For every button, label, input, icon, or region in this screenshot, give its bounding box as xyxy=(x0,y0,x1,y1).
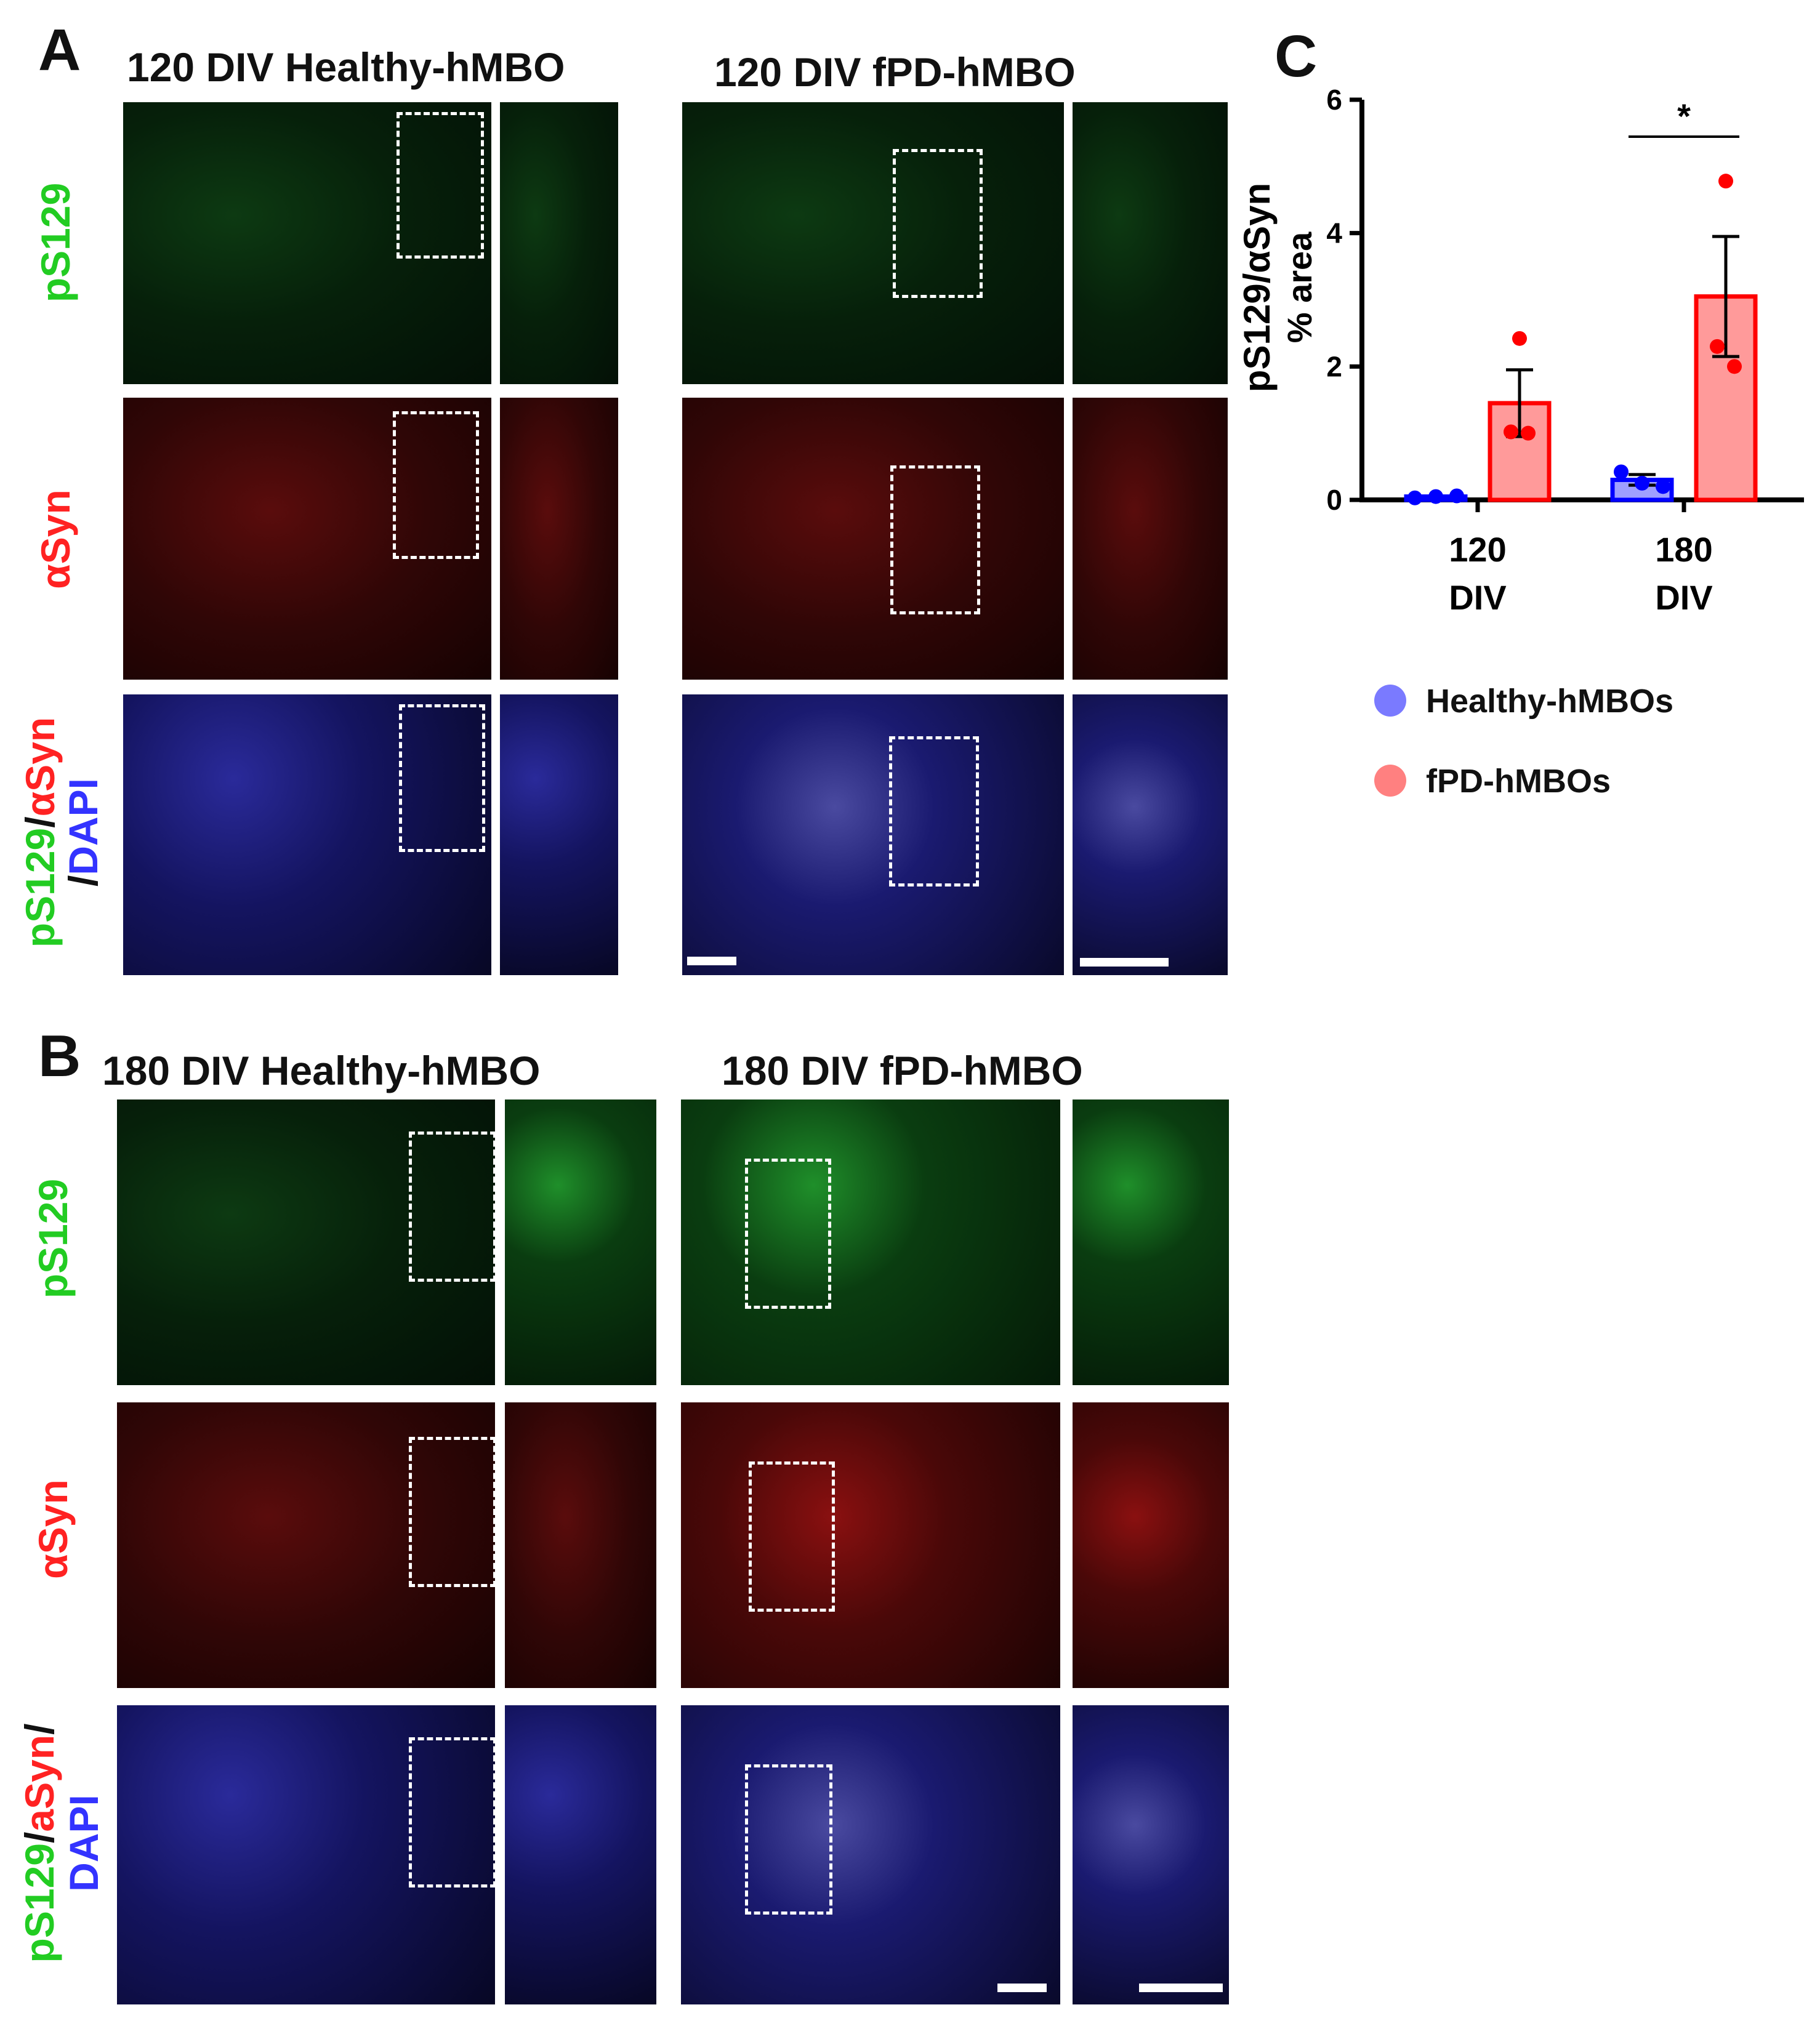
roi-box xyxy=(409,1437,495,1587)
tile-b-fpd-asyn xyxy=(681,1402,1060,1688)
merge-label-segment: pS129 xyxy=(17,827,63,948)
tile-a-fpd-merge xyxy=(682,694,1064,975)
chart-legend: Healthy-hMBOs fPD-hMBOs xyxy=(1374,677,1805,813)
tile-a-healthy-merge-zoom xyxy=(500,694,618,975)
merge-label-segment: / xyxy=(60,875,106,887)
tile-b-healthy-asyn xyxy=(117,1402,495,1688)
tile-b-healthy-ps129 xyxy=(117,1099,495,1385)
panel-a-fpd-title: 120 DIV fPD-hMBO xyxy=(714,49,1076,95)
y-tick-label: 2 xyxy=(1326,350,1342,382)
panel-a-row-label-asyn: αSyn xyxy=(33,489,78,589)
merge-label-segment: αSyn xyxy=(17,717,63,817)
panel-a-row-label-ps129: pS129 xyxy=(33,182,78,303)
significance-label: * xyxy=(1677,97,1691,135)
tile-a-healthy-ps129-zoom xyxy=(500,102,618,384)
panel-a-healthy-title: 120 DIV Healthy-hMBO xyxy=(127,44,565,90)
panel-letter-a: A xyxy=(38,17,81,83)
panel-b-row-label-asyn: αSyn xyxy=(30,1479,76,1579)
roi-box xyxy=(399,704,485,852)
y-tick-label: 0 xyxy=(1326,484,1342,516)
merge-label-segment: / xyxy=(17,816,63,828)
legend-healthy-label: Healthy-hMBOs xyxy=(1426,683,1674,720)
point-fpd xyxy=(1718,174,1733,189)
merge-label-segment: DAPI xyxy=(61,1795,107,1892)
bar-chart: 0 2 4 6 pS129/αSyn% area 120 DIV 180 DIV * xyxy=(1236,84,1804,617)
tile-b-healthy-merge xyxy=(117,1705,495,2004)
tile-a-fpd-ps129-zoom xyxy=(1073,102,1228,384)
merge-label-segment: / xyxy=(17,1831,62,1843)
tile-b-fpd-asyn-zoom xyxy=(1073,1402,1229,1688)
roi-box xyxy=(749,1461,835,1612)
tile-a-healthy-merge xyxy=(123,694,491,975)
x-tick-label: 180 xyxy=(1655,530,1712,569)
roi-box xyxy=(889,736,979,886)
scale-bar xyxy=(1139,1984,1223,1992)
merge-label-segment: aSyn xyxy=(17,1734,62,1832)
panel-b-merge-line-1: pS129/aSyn/ xyxy=(17,1708,62,1979)
roi-box xyxy=(393,411,479,559)
legend-fpd-marker xyxy=(1374,765,1406,797)
tile-a-fpd-ps129 xyxy=(682,102,1064,384)
panel-b-healthy-title: 180 DIV Healthy-hMBO xyxy=(102,1048,541,1093)
roi-box xyxy=(409,1132,495,1282)
roi-box xyxy=(397,112,484,259)
point-healthy xyxy=(1614,464,1629,480)
scale-bar xyxy=(1080,958,1169,967)
point-fpd xyxy=(1504,424,1518,440)
panel-b-row-label-merge: pS129/aSyn/ DAPI xyxy=(17,1708,107,1979)
point-healthy xyxy=(1656,479,1670,494)
tile-b-healthy-merge-zoom xyxy=(505,1705,656,2004)
tile-a-healthy-ps129 xyxy=(123,102,491,384)
roi-box xyxy=(893,149,983,298)
roi-box xyxy=(745,1764,832,1915)
merge-label-segment: pS129 xyxy=(17,1843,62,1963)
point-healthy xyxy=(1449,488,1464,504)
legend-healthy-marker xyxy=(1374,685,1406,717)
tile-b-fpd-ps129-zoom xyxy=(1073,1099,1229,1385)
panel-a-row-label-merge: pS129/αSyn /DAPI xyxy=(17,709,106,955)
tile-a-healthy-asyn xyxy=(123,398,491,680)
x-tick-label: DIV xyxy=(1655,578,1712,617)
x-tick-label: DIV xyxy=(1449,578,1506,617)
scale-bar xyxy=(687,957,736,965)
roi-box xyxy=(745,1159,831,1309)
panel-letter-b: B xyxy=(38,1023,81,1089)
tile-b-healthy-asyn-zoom xyxy=(505,1402,656,1688)
tile-b-fpd-merge-zoom xyxy=(1073,1705,1229,2004)
tile-b-healthy-ps129-zoom xyxy=(505,1099,656,1385)
merge-label-segment: / xyxy=(17,1723,62,1735)
roi-box xyxy=(409,1737,495,1887)
tile-a-fpd-asyn xyxy=(682,398,1064,680)
x-tick-label: 120 xyxy=(1449,530,1506,569)
merge-label-segment: DAPI xyxy=(60,778,106,875)
panel-b-merge-line-2: DAPI xyxy=(61,1708,107,1979)
point-fpd xyxy=(1521,425,1536,441)
point-healthy xyxy=(1635,475,1649,491)
tile-a-fpd-merge-zoom xyxy=(1073,694,1228,975)
panel-b-fpd-title: 180 DIV fPD-hMBO xyxy=(722,1048,1083,1093)
y-tick-label: 6 xyxy=(1326,84,1342,116)
tile-a-fpd-asyn-zoom xyxy=(1073,398,1228,680)
panel-a-merge-line-1: pS129/αSyn xyxy=(17,709,63,955)
point-fpd xyxy=(1512,331,1527,346)
y-tick-label: 4 xyxy=(1326,217,1342,249)
point-fpd xyxy=(1710,339,1725,354)
point-healthy xyxy=(1407,490,1422,505)
scale-bar xyxy=(997,1984,1047,1992)
tile-a-healthy-asyn-zoom xyxy=(500,398,618,680)
panel-letter-c: C xyxy=(1274,23,1318,89)
y-axis-title-line-1: pS129/αSyn xyxy=(1236,183,1278,392)
roi-box xyxy=(890,465,980,614)
point-fpd xyxy=(1727,359,1742,374)
tile-b-fpd-merge xyxy=(681,1705,1060,2004)
y-axis-title-line-2: % area xyxy=(1280,231,1319,343)
point-healthy xyxy=(1428,489,1443,504)
legend-fpd-label: fPD-hMBOs xyxy=(1426,763,1611,800)
panel-b-row-label-ps129: pS129 xyxy=(30,1178,76,1299)
tile-b-fpd-ps129 xyxy=(681,1099,1060,1385)
panel-a-merge-line-2: /DAPI xyxy=(60,709,106,955)
